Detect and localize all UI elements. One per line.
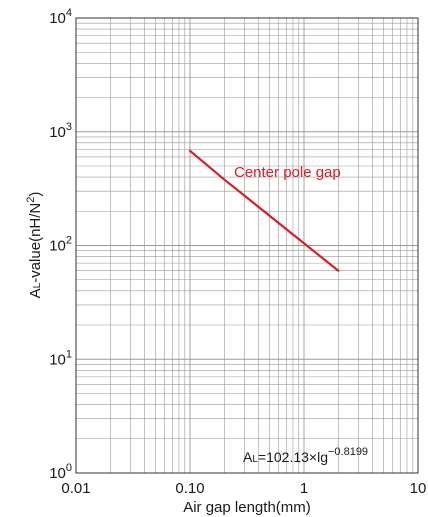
formula-prefix: A: [243, 449, 253, 465]
y-tick-labels: 100 101 102 103 104: [49, 7, 72, 482]
series-label-center-pole-gap: Center pole gap: [234, 164, 341, 181]
x-axis-label: Air gap length(mm): [183, 499, 311, 516]
grid: [75, 18, 418, 474]
y-tick-label: 102: [49, 235, 72, 255]
y-label-main: A: [27, 288, 44, 298]
y-label-rest: -value(nH/N: [27, 203, 44, 283]
y-tick-label: 103: [49, 121, 72, 141]
y-label-sup: 2: [25, 197, 37, 203]
x-tick-label: 10: [410, 480, 427, 497]
y-axis-label: AL-value(nH/N2): [25, 192, 44, 299]
x-tick-label: 0.10: [175, 480, 204, 497]
x-tick-labels: 0.01 0.10 1 10: [61, 480, 426, 497]
series-layer: [188, 149, 340, 272]
y-label-sub: L: [32, 282, 43, 288]
formula-body: =102.13×lg: [258, 449, 328, 465]
formula-sub: L: [252, 454, 258, 465]
y-tick-label: 100: [49, 462, 72, 482]
formula-sup: −0.8199: [328, 446, 368, 458]
annotation-formula: AL=102.13×lg−0.8199: [243, 446, 368, 465]
y-tick-label: 101: [49, 348, 72, 368]
x-tick-label: 0.01: [61, 480, 90, 497]
y-label-end: ): [27, 192, 44, 197]
x-tick-label: 1: [300, 480, 308, 497]
plot-frame: [75, 17, 419, 474]
series-line-0: [188, 149, 340, 272]
y-tick-label: 104: [49, 7, 72, 27]
